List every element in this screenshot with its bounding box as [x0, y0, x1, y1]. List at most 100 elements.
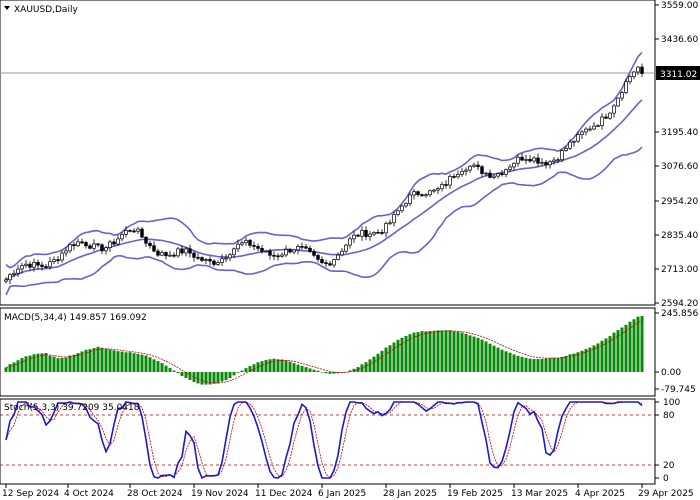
candle-body [352, 234, 356, 240]
candle-body [520, 156, 524, 161]
candle-body [332, 259, 336, 266]
candle-body [68, 244, 72, 252]
price-tick: 2713.00 [661, 265, 698, 275]
candle-body [128, 230, 132, 232]
macd-bar [252, 364, 256, 372]
macd-bar [616, 330, 620, 372]
macd-bar [296, 364, 300, 372]
macd-bar [200, 372, 204, 385]
candle-body [436, 188, 440, 191]
candle-body [44, 266, 48, 268]
candle-body [208, 259, 212, 262]
candle-body [328, 263, 332, 266]
macd-bar [432, 330, 436, 372]
candle-body [580, 131, 584, 135]
macd-bar [232, 372, 236, 376]
macd-bar [548, 358, 552, 372]
macd-bar [396, 339, 400, 372]
date-tick: 6 Jan 2025 [318, 489, 366, 499]
stoch-tick: 100 [663, 398, 680, 408]
candle-body [544, 161, 548, 166]
macd-bar [120, 351, 124, 372]
candle-body [496, 173, 500, 177]
candle-body [536, 157, 540, 164]
date-tick: 19 Feb 2025 [447, 489, 503, 499]
macd-bar [8, 364, 12, 372]
price-panel[interactable]: XAUUSD,Daily [0, 0, 656, 306]
macd-bar [528, 358, 532, 372]
candle-body [632, 71, 636, 77]
macd-bar [12, 362, 16, 372]
candle-body [92, 243, 96, 249]
candle-body [372, 231, 376, 235]
macd-bar [480, 339, 484, 372]
candle-body [364, 229, 368, 237]
candle-body [588, 128, 592, 131]
macd-bar [72, 354, 76, 372]
price-tick: 2954.20 [661, 197, 698, 207]
candle-body [452, 175, 456, 178]
candle-body [624, 81, 628, 94]
candle-body [476, 164, 480, 167]
candle-body [616, 97, 620, 107]
macd-bar [568, 354, 572, 372]
macd-bar [464, 333, 468, 372]
stoch-panel[interactable]: Stoch(5,3,3) 39.7209 35.0418 100 80 20 0 [0, 398, 680, 485]
date-tick: 13 Mar 2025 [511, 489, 568, 499]
candle-body [444, 184, 448, 186]
candle-body [568, 141, 572, 149]
macd-bar [524, 357, 528, 372]
macd-bar [468, 335, 472, 372]
candle-body [304, 246, 308, 249]
macd-bar [624, 324, 628, 372]
price-tick: 3076.60 [661, 162, 698, 172]
date-tick: 19 Nov 2024 [191, 489, 249, 499]
macd-bar [372, 356, 376, 372]
macd-bar [96, 346, 100, 372]
candle-body [108, 241, 112, 248]
candle-body [28, 263, 32, 268]
candle-body [156, 250, 160, 256]
macd-bar [392, 342, 396, 372]
macd-bar [604, 338, 608, 372]
candle-body [192, 252, 196, 258]
date-tick: 11 Dec 2024 [255, 489, 313, 499]
candle-body [224, 257, 228, 260]
stoch-tick: 20 [663, 461, 675, 471]
candle-body [524, 159, 528, 161]
candle-body [560, 150, 564, 161]
macd-bar [20, 358, 24, 372]
candle-body [596, 125, 600, 127]
date-tick: 28 Jan 2025 [383, 489, 437, 499]
menu-triangle-icon[interactable] [4, 6, 10, 10]
macd-bar [304, 367, 308, 372]
price-tick: 2594.20 [661, 299, 698, 309]
candle-body [160, 252, 164, 256]
candle-body [292, 249, 296, 253]
stoch-tick: 80 [663, 411, 675, 421]
candle-body [116, 238, 120, 245]
macd-bar [576, 352, 580, 372]
candle-body [484, 172, 488, 175]
candle-body [188, 248, 192, 254]
candle-body [152, 245, 156, 252]
candlesticks [4, 63, 644, 285]
candle-body [388, 222, 392, 225]
candle-body [148, 242, 152, 247]
macd-bar [144, 355, 148, 372]
macd-bar [100, 347, 104, 372]
macd-panel[interactable]: MACD(5,34,4) 149.857 169.092 245.856 0.0… [0, 307, 698, 397]
macd-bar [80, 351, 84, 372]
candle-body [608, 112, 612, 119]
macd-bar [572, 353, 576, 372]
candle-body [32, 262, 36, 268]
macd-bar [444, 330, 448, 372]
macd-bar [124, 352, 128, 372]
macd-bar [324, 372, 328, 374]
macd-bar [564, 355, 568, 372]
macd-bar [632, 319, 636, 372]
candle-body [88, 245, 92, 249]
candle-body [504, 169, 508, 175]
macd-bar [452, 331, 456, 372]
